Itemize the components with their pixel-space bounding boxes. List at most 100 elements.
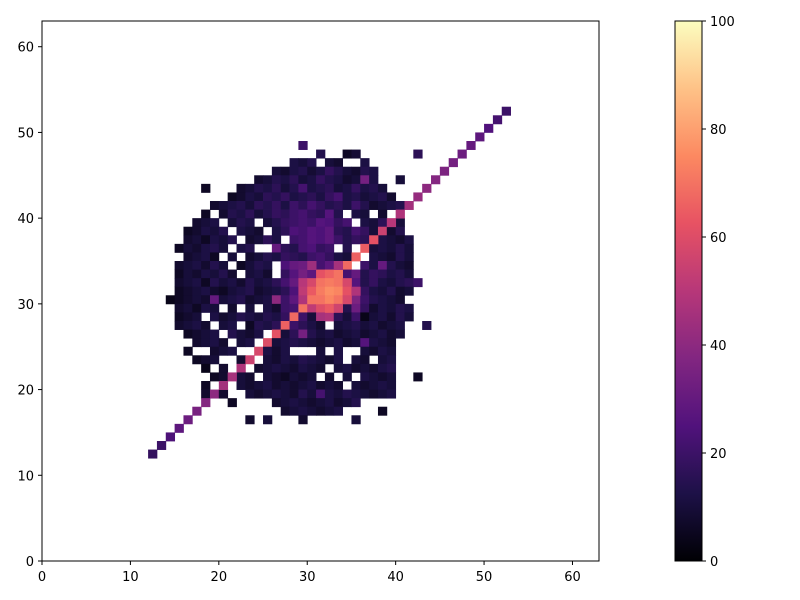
heatmap-cell xyxy=(263,201,273,210)
heatmap-cell xyxy=(466,141,476,150)
heatmap-cell xyxy=(218,381,229,390)
heatmap-cell xyxy=(289,226,299,236)
heatmap-cell xyxy=(201,338,211,348)
heatmap-cell xyxy=(360,158,370,168)
heatmap-cell xyxy=(369,192,379,202)
heatmap-cell xyxy=(307,381,317,390)
heatmap-cell xyxy=(271,278,282,288)
heatmap-cell xyxy=(351,226,361,236)
heatmap-cell xyxy=(271,252,282,262)
heatmap-cell xyxy=(280,312,290,322)
heatmap-cell xyxy=(342,252,352,262)
heatmap-cell xyxy=(316,286,326,296)
heatmap-cell xyxy=(369,183,379,193)
heatmap-cell xyxy=(148,449,158,459)
heatmap-cell xyxy=(254,381,264,390)
heatmap-cell xyxy=(298,363,308,373)
heatmap-cell xyxy=(360,355,370,365)
heatmap-cell xyxy=(183,415,193,425)
heatmap-cell xyxy=(404,286,414,296)
heatmap-cell xyxy=(254,252,264,262)
heatmap-cell xyxy=(413,278,423,288)
heatmap-cell xyxy=(218,243,229,253)
heatmap-cell xyxy=(289,295,299,305)
heatmap-cell xyxy=(165,432,176,442)
heatmap-cell xyxy=(395,312,405,322)
heatmap-cell xyxy=(271,363,282,373)
heatmap-cell xyxy=(351,303,361,313)
heatmap-cell xyxy=(324,166,335,176)
heatmap-cell xyxy=(201,389,211,399)
heatmap-cell xyxy=(271,321,282,330)
heatmap-cell xyxy=(360,381,370,390)
heatmap-cell xyxy=(298,398,308,408)
heatmap-cell xyxy=(201,398,211,408)
heatmap-cell xyxy=(271,338,282,348)
heatmap-cell xyxy=(165,295,176,305)
heatmap-cell xyxy=(280,398,290,408)
heatmap-cell xyxy=(280,389,290,399)
heatmap-cell xyxy=(263,192,273,202)
heatmap-cell xyxy=(209,252,220,262)
heatmap-cell xyxy=(271,235,282,245)
heatmap-cell xyxy=(218,261,229,270)
heatmap-cell xyxy=(333,192,344,202)
heatmap-cell xyxy=(209,355,220,365)
colorbar-tick-label: 0 xyxy=(710,555,718,570)
heatmap-cell xyxy=(377,389,388,399)
heatmap-cell xyxy=(289,355,299,365)
heatmap-cell xyxy=(280,192,290,202)
heatmap-cell xyxy=(333,183,344,193)
heatmap-cell xyxy=(209,338,220,348)
heatmap-cell xyxy=(280,295,290,305)
x-tick-label: 40 xyxy=(387,570,404,585)
heatmap-cell xyxy=(271,166,282,176)
heatmap-cell xyxy=(324,286,335,296)
heatmap-cell xyxy=(377,329,388,339)
heatmap-cell xyxy=(289,372,299,382)
heatmap-cell xyxy=(209,226,220,236)
heatmap-cell xyxy=(395,269,405,279)
heatmap-cell xyxy=(236,201,246,210)
heatmap-cell xyxy=(271,218,282,228)
heatmap-cell xyxy=(360,226,370,236)
heatmap-cell xyxy=(174,269,184,279)
heatmap-cell xyxy=(307,235,317,245)
heatmap-cell xyxy=(333,406,344,416)
heatmap-cell xyxy=(395,261,405,270)
colorbar-tick-label: 80 xyxy=(710,123,727,138)
heatmap-cell xyxy=(369,363,379,373)
heatmap-cell xyxy=(369,329,379,339)
heatmap-cell xyxy=(236,218,246,228)
colorbar: 0 20 40 60 80 100 xyxy=(674,15,735,570)
heatmap-cell xyxy=(263,278,273,288)
heatmap-cell xyxy=(183,321,193,330)
heatmap-cell xyxy=(298,269,308,279)
heatmap-cell xyxy=(360,329,370,339)
heatmap-cell xyxy=(289,286,299,296)
heatmap-cell xyxy=(316,312,326,322)
heatmap-cell xyxy=(351,286,361,296)
heatmap-cell xyxy=(209,201,220,210)
heatmap-cell xyxy=(386,269,397,279)
heatmap-cell xyxy=(245,252,255,262)
heatmap-cell xyxy=(201,295,211,305)
heatmap-cell xyxy=(377,355,388,365)
heatmap-cell xyxy=(342,338,352,348)
heatmap-cell xyxy=(227,209,237,219)
heatmap-cell xyxy=(307,175,317,185)
heatmap-cell xyxy=(280,209,290,219)
heatmap-cell xyxy=(289,243,299,253)
heatmap-cell xyxy=(475,132,485,142)
heatmap-cell xyxy=(209,235,220,245)
heatmap-cell xyxy=(316,261,326,270)
heatmap-cell xyxy=(316,192,326,202)
heatmap-cell xyxy=(201,321,211,330)
plot-area xyxy=(41,20,600,562)
heatmap-cell xyxy=(289,303,299,313)
heatmap-cell xyxy=(369,381,379,390)
heatmap-cell xyxy=(360,218,370,228)
y-tick-label: 50 xyxy=(17,126,34,141)
heatmap-cell xyxy=(280,261,290,270)
heatmap-cell xyxy=(307,286,317,296)
